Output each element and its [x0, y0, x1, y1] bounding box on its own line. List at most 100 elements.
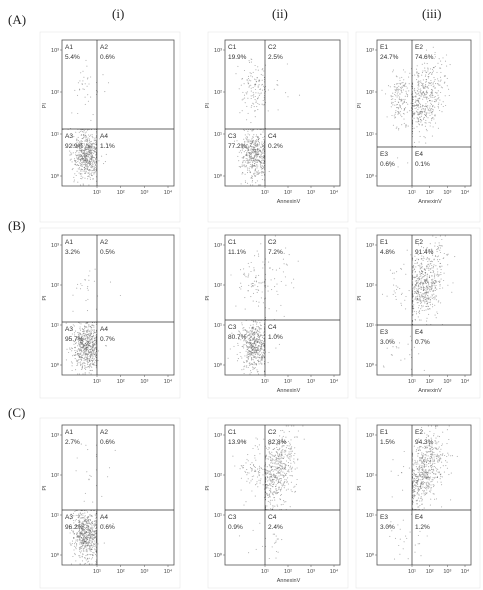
scatter-point	[278, 475, 280, 477]
scatter-point	[92, 544, 94, 546]
scatter-point	[254, 110, 256, 112]
scatter-point	[244, 334, 246, 336]
scatter-point	[84, 336, 86, 338]
scatter-point	[81, 356, 84, 359]
scatter-point	[418, 277, 420, 279]
scatter-point	[83, 548, 85, 550]
scatter-point	[428, 301, 430, 303]
scatter-point	[103, 542, 105, 544]
scatter-point	[257, 155, 259, 157]
scatter-point	[252, 87, 254, 89]
scatter-point	[437, 280, 439, 282]
scatter-point	[417, 121, 419, 123]
scatter-point	[400, 359, 402, 361]
scatter-point	[90, 527, 92, 529]
scatter-point	[418, 91, 420, 93]
scatter-point	[421, 281, 423, 283]
scatter-point	[238, 330, 240, 332]
scatter-point	[427, 258, 429, 260]
scatter-point	[418, 88, 420, 90]
scatter-point	[85, 368, 87, 370]
scatter-point	[92, 149, 94, 152]
panel-frame	[207, 227, 349, 399]
plot-area	[376, 39, 472, 187]
scatter-point	[297, 260, 299, 262]
scatter-point	[87, 156, 89, 158]
scatter-point	[78, 348, 80, 350]
scatter-point	[84, 366, 86, 368]
scatter-point	[413, 268, 415, 271]
scatter-point	[88, 529, 90, 531]
scatter-point	[435, 284, 437, 286]
scatter-point	[79, 326, 81, 328]
scatter-point	[425, 128, 427, 130]
scatter-point	[422, 249, 424, 251]
scatter-point	[432, 46, 434, 48]
scatter-point	[246, 143, 248, 145]
scatter-point	[426, 274, 428, 276]
scatter-point	[256, 438, 258, 440]
scatter-point	[258, 479, 260, 481]
scatter-point	[280, 280, 282, 283]
scatter-point	[405, 90, 407, 92]
quadrant-name: E1	[380, 44, 388, 51]
y-tick-label: 10²	[366, 90, 374, 96]
scatter-point	[430, 82, 432, 84]
scatter-point	[93, 350, 95, 352]
scatter-point	[420, 112, 422, 114]
scatter-point	[83, 359, 85, 361]
scatter-point	[429, 299, 431, 301]
scatter-point	[251, 470, 253, 472]
scatter-point	[68, 338, 70, 340]
scatter-point	[256, 338, 258, 340]
scatter-point	[428, 268, 430, 270]
scatter-point	[426, 299, 428, 301]
scatter-point	[85, 350, 87, 352]
scatter-point	[255, 277, 257, 279]
scatter-point	[119, 294, 121, 297]
scatter-point	[250, 350, 252, 352]
scatter-point	[398, 82, 400, 84]
scatter-point	[252, 354, 254, 356]
scatter-point	[91, 352, 93, 354]
scatter-point	[263, 341, 265, 343]
scatter-point	[101, 495, 103, 497]
scatter-point	[423, 283, 425, 285]
scatter-point	[425, 248, 428, 250]
scatter-point	[246, 474, 248, 476]
scatter-point	[258, 160, 260, 162]
scatter-point	[250, 480, 252, 482]
scatter-point	[88, 172, 90, 174]
scatter-point	[86, 343, 88, 345]
scatter-point	[263, 70, 265, 72]
scatter-point	[433, 96, 435, 98]
scatter-point	[420, 84, 422, 87]
scatter-point	[434, 255, 436, 258]
scatter-point	[87, 162, 89, 164]
scatter-point	[271, 289, 273, 291]
scatter-point	[280, 504, 282, 506]
scatter-point	[281, 438, 284, 441]
scatter-point	[257, 154, 259, 156]
scatter-point	[85, 339, 87, 341]
scatter-point	[406, 249, 408, 251]
scatter-point	[250, 286, 252, 288]
scatter-point	[80, 283, 82, 285]
scatter-point	[71, 333, 73, 335]
scatter-point	[419, 113, 421, 116]
scatter-point	[82, 353, 85, 355]
scatter-point	[419, 300, 421, 302]
scatter-point	[87, 286, 89, 288]
scatter-point	[267, 362, 269, 364]
scatter-point	[250, 359, 253, 361]
scatter-point	[271, 474, 273, 476]
scatter-point	[80, 356, 82, 358]
scatter-point	[79, 328, 81, 330]
scatter-point	[84, 334, 86, 336]
scatter-point	[432, 281, 434, 283]
scatter-point	[86, 166, 88, 168]
scatter-point	[419, 272, 421, 274]
scatter-point	[81, 161, 83, 163]
scatter-point	[419, 94, 421, 96]
scatter-point	[249, 364, 251, 366]
